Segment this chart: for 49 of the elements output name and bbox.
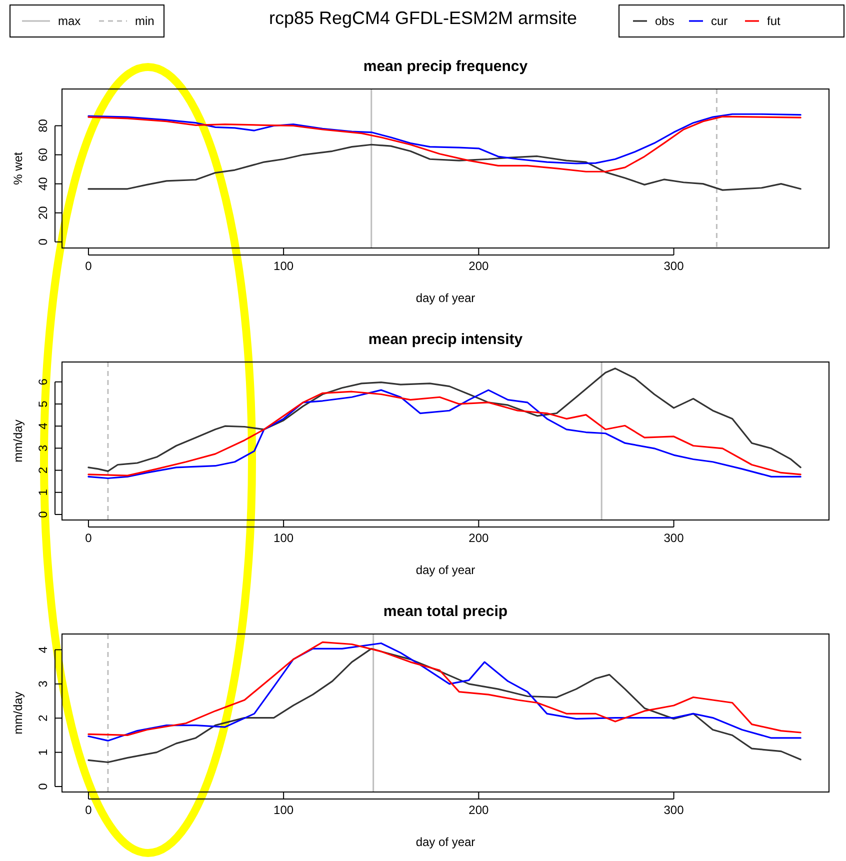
y-axis-title: % wet bbox=[11, 152, 25, 185]
line-series bbox=[88, 144, 802, 191]
line-series bbox=[88, 116, 802, 172]
chart-title: mean precip intensity bbox=[368, 331, 524, 348]
x-tick-label: 200 bbox=[468, 803, 489, 817]
y-tick-label: 20 bbox=[36, 206, 50, 220]
y-tick-label: 60 bbox=[36, 148, 50, 162]
y-tick-label: 80 bbox=[36, 118, 50, 132]
x-tick-label: 100 bbox=[274, 259, 294, 273]
y-tick-label: 2 bbox=[36, 714, 50, 722]
x-tick-label: 100 bbox=[274, 531, 294, 545]
line-series bbox=[88, 368, 802, 472]
legend-label: fut bbox=[767, 14, 782, 28]
x-tick-label: 200 bbox=[468, 531, 489, 545]
x-tick-label: 100 bbox=[274, 803, 294, 817]
x-axis-title: day of year bbox=[416, 835, 476, 849]
y-tick-label: 0 bbox=[36, 782, 50, 790]
x-axis-title: day of year bbox=[416, 563, 476, 577]
chart-title: mean total precip bbox=[383, 603, 508, 620]
legend-label: obs bbox=[655, 14, 674, 28]
y-tick-label: 1 bbox=[36, 748, 50, 756]
y-tick-label: 0 bbox=[36, 510, 50, 518]
x-tick-label: 300 bbox=[664, 531, 684, 545]
legend-label: cur bbox=[711, 14, 728, 28]
x-tick-label: 0 bbox=[85, 259, 92, 273]
y-axis-title: mm/day bbox=[11, 692, 25, 734]
y-tick-label: 2 bbox=[36, 466, 50, 474]
y-tick-label: 0 bbox=[36, 238, 50, 246]
y-tick-label: 3 bbox=[36, 680, 50, 688]
y-tick-label: 3 bbox=[36, 444, 50, 452]
y-axis-title: mm/day bbox=[11, 420, 25, 462]
y-tick-label: 5 bbox=[36, 400, 50, 408]
chart-title: mean precip frequency bbox=[363, 58, 528, 75]
legend-label: max bbox=[58, 14, 81, 28]
x-tick-label: 300 bbox=[664, 259, 684, 273]
x-tick-label: 200 bbox=[468, 259, 489, 273]
x-tick-label: 0 bbox=[85, 803, 92, 817]
y-tick-label: 6 bbox=[36, 378, 50, 386]
y-tick-label: 4 bbox=[36, 646, 50, 654]
legend-label: min bbox=[135, 14, 154, 28]
x-tick-label: 0 bbox=[85, 531, 92, 545]
x-tick-label: 300 bbox=[664, 803, 684, 817]
text: rcp85 RegCM4 GFDL-ESM2M armsite bbox=[268, 8, 578, 28]
y-tick-label: 4 bbox=[36, 422, 50, 430]
line-series bbox=[88, 113, 802, 164]
line-series bbox=[88, 648, 802, 764]
y-tick-label: 40 bbox=[36, 176, 50, 190]
y-tick-label: 1 bbox=[36, 488, 50, 496]
x-axis-title: day of year bbox=[416, 291, 476, 305]
